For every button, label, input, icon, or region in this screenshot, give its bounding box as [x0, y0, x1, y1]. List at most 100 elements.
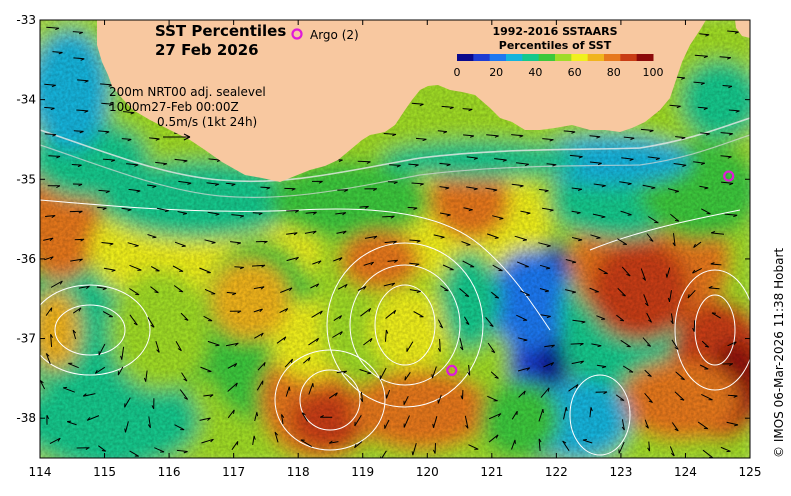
current-vector — [538, 438, 542, 451]
sealevel-contours — [40, 199, 750, 456]
current-vector — [357, 160, 371, 164]
sealevel-contour — [349, 264, 461, 386]
current-vector — [592, 213, 606, 219]
colorbar-tick: 20 — [489, 66, 503, 79]
current-vector — [380, 450, 387, 458]
current-vector — [231, 441, 239, 451]
current-vector — [589, 135, 601, 139]
current-vector — [383, 282, 396, 287]
current-vector — [312, 260, 322, 265]
current-vector — [63, 386, 75, 393]
current-vector — [486, 134, 499, 138]
current-vector — [150, 286, 159, 294]
current-vector — [281, 414, 285, 425]
current-vector — [354, 415, 362, 427]
current-vector — [563, 130, 576, 134]
current-vector — [230, 241, 242, 245]
sealevel-contour — [589, 209, 741, 251]
colorbar-swatch — [620, 54, 638, 61]
current-vector — [693, 161, 706, 165]
argo-float-marker — [723, 170, 735, 182]
current-vector — [727, 394, 738, 398]
current-vector — [595, 391, 608, 395]
current-vector — [439, 212, 451, 217]
current-vector — [146, 184, 157, 188]
current-vector — [179, 389, 189, 400]
current-vector — [701, 393, 713, 401]
current-vector — [563, 406, 568, 420]
current-vector — [570, 343, 584, 346]
contour-info-line1: 200m NRT00 adj. sealevel — [109, 85, 266, 99]
current-vector — [539, 264, 551, 270]
current-vector — [72, 307, 82, 314]
current-vector — [571, 187, 583, 191]
current-vector — [129, 288, 140, 296]
axis-tick-labels: 114 115 116 117 118 119 120 121 122 123 124 125 -33 -… — [16, 13, 761, 479]
current-vector — [622, 365, 634, 373]
current-vector — [117, 366, 124, 376]
current-vector — [387, 181, 398, 185]
current-vector — [43, 237, 54, 241]
current-vector — [646, 312, 653, 323]
current-vector — [720, 446, 731, 453]
current-vector — [200, 366, 212, 373]
current-vector — [582, 439, 593, 444]
percentile-colorbar — [457, 54, 654, 61]
current-vector — [256, 380, 264, 391]
current-vector — [337, 283, 348, 290]
sealevel-contour — [374, 284, 436, 366]
current-vector — [571, 210, 581, 215]
x-tick-label: 118 — [287, 465, 310, 479]
current-vector — [516, 162, 530, 167]
current-vector — [98, 445, 107, 452]
current-vector — [692, 267, 702, 274]
current-vector — [675, 136, 686, 140]
current-vector — [514, 235, 528, 241]
current-vector — [71, 164, 82, 168]
current-vector — [722, 85, 733, 89]
current-vector — [415, 137, 427, 142]
current-vector — [722, 363, 734, 367]
current-vector — [648, 216, 659, 224]
current-vector — [697, 421, 709, 430]
current-vector — [569, 154, 583, 159]
current-vector — [180, 312, 189, 321]
current-vector — [174, 158, 188, 163]
current-vector — [285, 386, 291, 397]
current-vector — [492, 264, 503, 272]
current-vector — [701, 340, 710, 348]
current-vector — [620, 210, 632, 216]
current-vector — [127, 242, 139, 247]
argo-legend-marker — [291, 28, 303, 40]
current-vector — [363, 338, 373, 346]
x-tick-label: 114 — [29, 465, 52, 479]
current-vector — [539, 188, 549, 193]
current-vector — [490, 291, 500, 299]
current-vector — [647, 156, 660, 161]
current-vector — [384, 240, 397, 244]
current-vector — [618, 441, 625, 454]
current-vector — [700, 132, 710, 136]
current-vector — [411, 182, 424, 186]
current-vector — [254, 412, 259, 422]
current-vector — [44, 256, 54, 261]
current-vector — [511, 183, 524, 188]
x-tick-label: 123 — [609, 465, 632, 479]
current-vector — [172, 265, 184, 272]
current-vector — [492, 215, 504, 220]
current-vector — [720, 155, 732, 159]
current-vector — [621, 266, 631, 277]
current-vector — [721, 181, 734, 186]
colorbar-tick: 40 — [528, 66, 542, 79]
current-vector — [252, 435, 256, 445]
map-title: SST Percentiles — [155, 22, 286, 40]
current-vector — [539, 288, 550, 293]
current-vector — [121, 138, 132, 142]
current-vector — [404, 372, 411, 381]
current-vector — [385, 329, 389, 342]
current-vector — [572, 319, 586, 324]
current-vector — [45, 215, 56, 219]
current-vector — [385, 309, 397, 319]
x-tick-label: 124 — [674, 465, 697, 479]
current-vector — [699, 185, 709, 190]
